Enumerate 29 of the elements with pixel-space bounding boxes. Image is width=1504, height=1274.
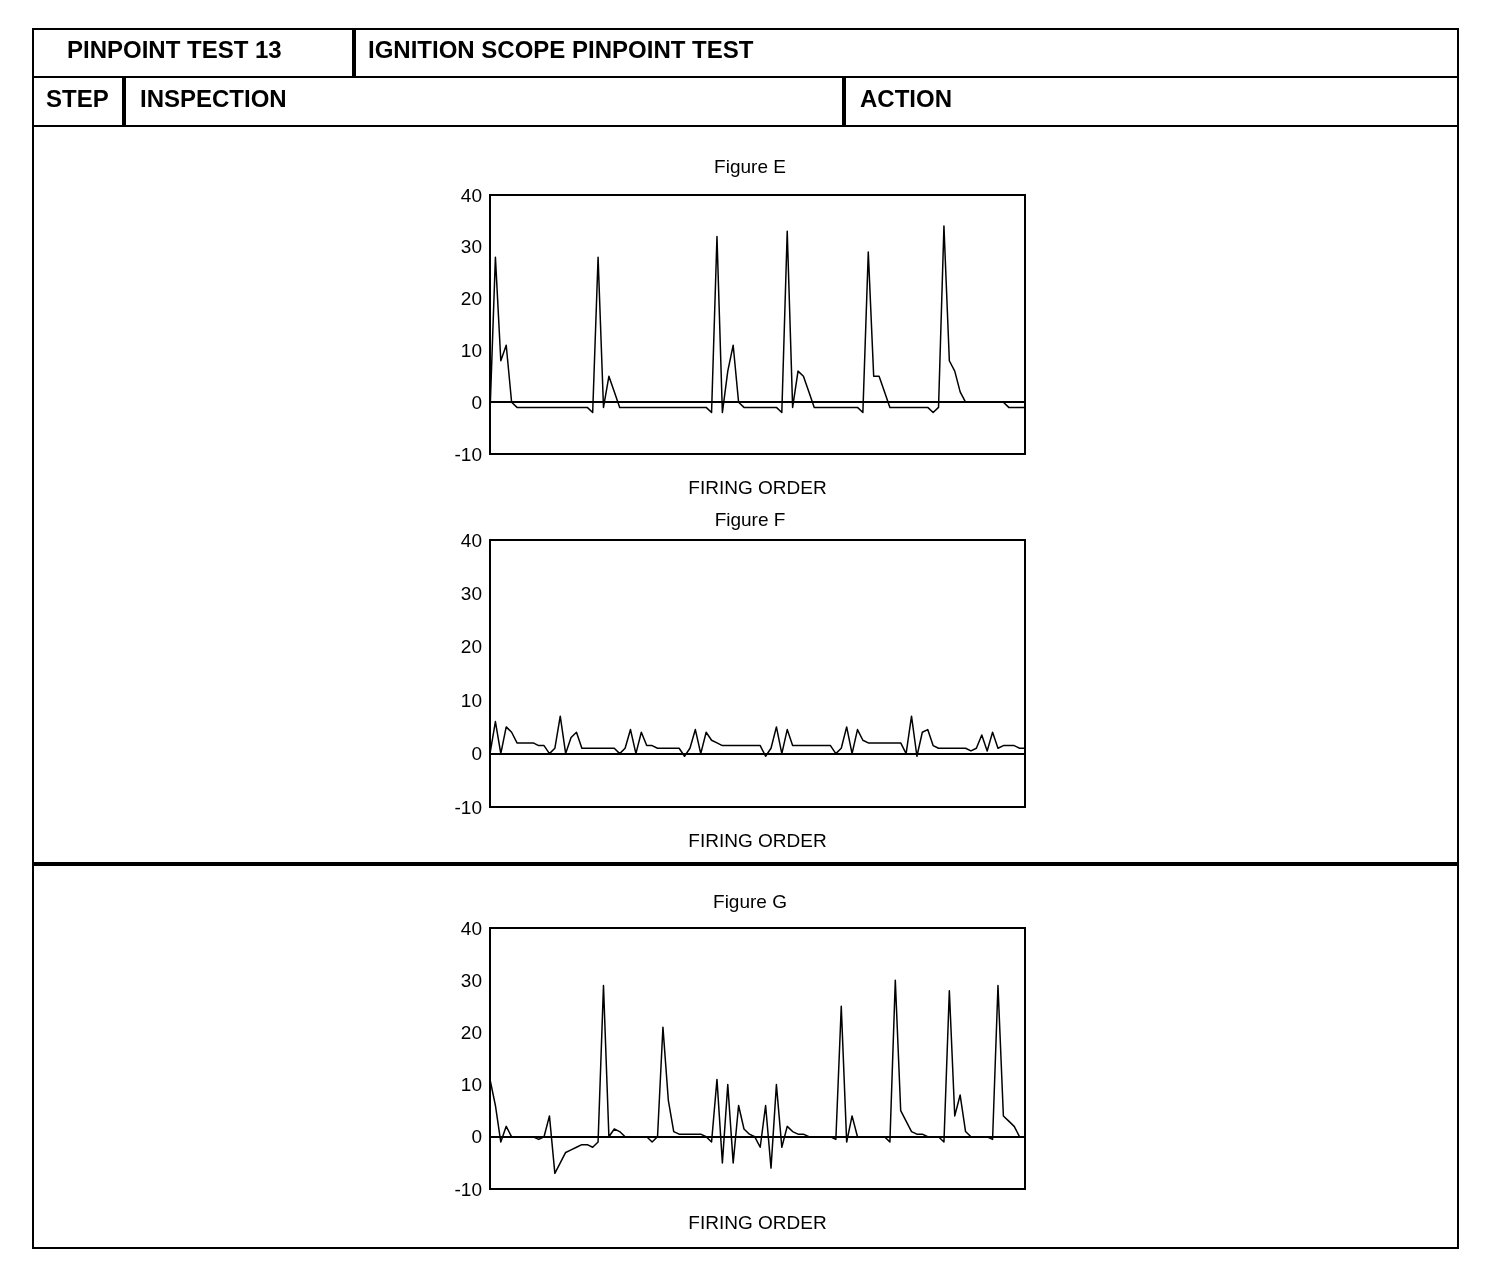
text: ACTION — [860, 85, 952, 113]
x-axis-title: FIRING ORDER — [688, 477, 827, 498]
y-tick-label: 30 — [460, 582, 482, 604]
y-tick-label: -10 — [454, 1178, 482, 1200]
y-tick-label: 0 — [471, 1126, 482, 1148]
text: IGNITION SCOPE PINPOINT TEST — [368, 36, 754, 64]
x-axis-title: FIRING ORDER — [688, 1212, 827, 1233]
y-tick-label: 40 — [460, 917, 482, 939]
y-tick-label: 0 — [471, 391, 482, 413]
chart-title: Figure F — [714, 509, 786, 530]
y-tick-label: 40 — [460, 529, 482, 551]
y-tick-label: -10 — [454, 796, 482, 818]
text: INSPECTION — [140, 85, 287, 113]
y-tick-label: 0 — [471, 743, 482, 765]
x-axis-title: FIRING ORDER — [688, 830, 827, 851]
y-tick-label: 30 — [460, 236, 482, 258]
chart-title: Figure G — [713, 891, 787, 912]
y-tick-label: 20 — [460, 1021, 482, 1043]
chart-title: Figure E — [714, 156, 786, 177]
text: STEP — [46, 85, 109, 113]
y-tick-label: 30 — [460, 969, 482, 991]
y-tick-label: 10 — [460, 339, 482, 361]
y-tick-label: 20 — [460, 288, 482, 310]
y-tick-label: 10 — [460, 689, 482, 711]
y-tick-label: 20 — [460, 636, 482, 658]
y-tick-label: 10 — [460, 1074, 482, 1096]
text: PINPOINT TEST 13 — [67, 36, 282, 64]
y-tick-label: -10 — [454, 443, 482, 465]
y-tick-label: 40 — [460, 184, 482, 206]
